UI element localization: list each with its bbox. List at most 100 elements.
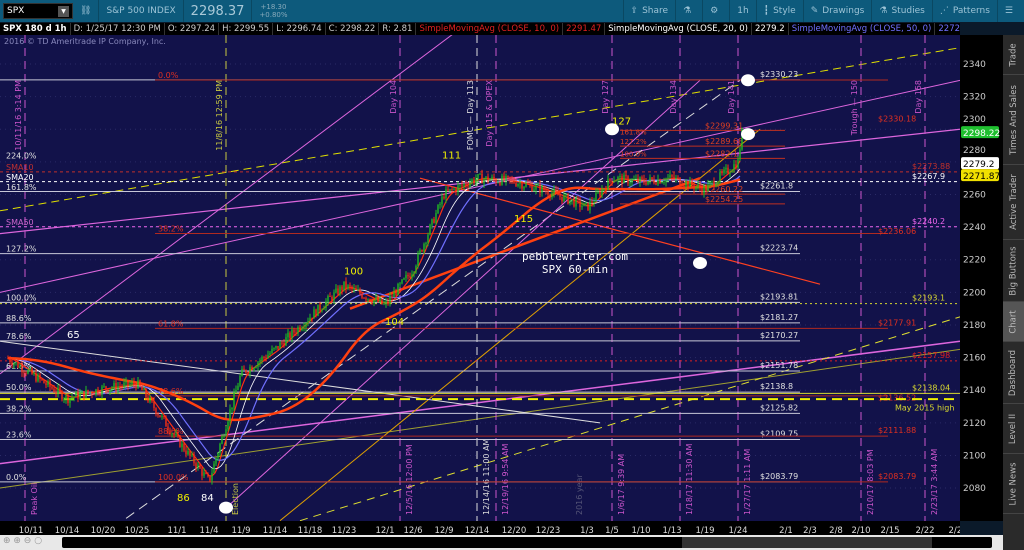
chevron-down-icon[interactable]: ▼	[58, 5, 69, 17]
level-label: $2083.79	[760, 472, 798, 481]
scrollbar-thumb[interactable]	[682, 537, 932, 548]
candle-body	[97, 389, 99, 394]
candle-body	[29, 368, 31, 371]
study-label[interactable]: SimpleMovingAvg (CLOSE, 50, 0)	[789, 23, 936, 35]
side-tab-big-buttons[interactable]: Big Buttons	[1003, 240, 1024, 302]
chart-canvas[interactable]: 10/11/16 3:14 PM Peak Oil 11/8/16 12:59 PM…	[0, 35, 960, 521]
candle-body	[59, 387, 61, 392]
fib-label: SMA10	[6, 163, 34, 172]
share-button[interactable]: ⇪ Share	[622, 0, 676, 22]
candle-body	[537, 184, 539, 186]
trend-line	[0, 340, 601, 424]
marker-top-label: 10/11/16 3:14 PM	[14, 80, 23, 151]
candle-body	[697, 184, 699, 187]
candle-body	[577, 198, 579, 200]
fib-label: 224.0%	[6, 152, 37, 161]
price-chart[interactable]: 10/11/16 3:14 PM Peak Oil 11/8/16 12:59 PM…	[0, 35, 960, 521]
candle-body	[387, 301, 389, 303]
studies-button[interactable]: ⚗ Studies	[871, 0, 931, 22]
fib-label: 38.2%	[6, 404, 32, 413]
fib-label: 78.6%	[6, 332, 32, 341]
bar-high: H: 2299.55	[219, 23, 274, 35]
date-tick-label: 2/27	[948, 526, 960, 536]
candle-body	[349, 285, 351, 287]
candle-body	[519, 183, 521, 185]
fib-label: 127.2%	[6, 245, 37, 254]
date-tick-label: 11/18	[298, 526, 323, 536]
wave-label: 86	[177, 493, 190, 504]
wave-label: 115	[514, 214, 533, 225]
trend-line	[0, 340, 960, 465]
candle-body	[191, 454, 193, 456]
candle-body	[623, 174, 625, 184]
button-label: Style	[773, 6, 796, 16]
candle-body	[73, 396, 75, 398]
link-icon[interactable]: ⛓	[80, 6, 92, 16]
candle-body	[541, 186, 543, 193]
fib-label: SMA20	[6, 173, 34, 182]
side-tab-level-ii[interactable]: Level II	[1003, 404, 1024, 454]
candle-body	[671, 175, 673, 177]
candle-body	[263, 357, 265, 359]
fib-label: 38.2%	[158, 224, 184, 233]
price-tick-label: 2260	[963, 190, 986, 200]
flask-button[interactable]: ⚗	[675, 0, 702, 22]
candle-body	[405, 275, 407, 279]
candle-body	[45, 383, 47, 385]
chart-title: SPX 180 d 1h	[0, 23, 71, 35]
candle-body	[67, 395, 69, 403]
date-tick-label: 12/6	[403, 526, 422, 536]
side-tab-dashboard[interactable]: Dashboard	[1003, 342, 1024, 404]
side-tab-trade[interactable]: Trade	[1003, 35, 1024, 75]
gear-button[interactable]: ⚙	[702, 0, 729, 22]
trend-line	[0, 35, 453, 375]
drawings-button[interactable]: ✎ Drawings	[802, 0, 872, 22]
candle-body	[353, 288, 355, 290]
bar-open: O: 2297.24	[165, 23, 220, 35]
list-icon: ☰	[1004, 6, 1013, 16]
price-axis[interactable]: 2080 2100 2120 2140 2160 2180 2200 2220 2240 2260…	[960, 35, 1003, 521]
candle-body	[43, 379, 45, 384]
symbol-selector[interactable]: SPX ▼	[3, 3, 73, 19]
date-tick-label: 10/25	[125, 526, 150, 536]
candle-body	[539, 184, 541, 193]
flask-icon: ⚗	[879, 6, 888, 16]
side-tab-live-news[interactable]: Live News	[1003, 454, 1024, 514]
level-label: $2181.27	[760, 313, 798, 322]
1h-button[interactable]: 1h	[729, 0, 755, 22]
candle-body	[125, 380, 127, 383]
level-label: $2236.06	[878, 227, 916, 236]
list-button[interactable]: ☰	[996, 0, 1024, 22]
horizontal-scrollbar[interactable]	[62, 537, 992, 548]
watermark-site: pebblewriter.com	[522, 250, 628, 263]
candle-body	[193, 454, 195, 464]
study-label[interactable]: SimpleMovingAvg (CLOSE, 10, 0)	[416, 23, 564, 35]
side-tab-times-and-sales[interactable]: Times And Sales	[1003, 75, 1024, 165]
candle-body	[605, 188, 607, 190]
price-tick-label: 2080	[963, 484, 986, 494]
candle-body	[273, 347, 275, 349]
candle-body	[143, 388, 145, 391]
candle-body	[469, 182, 471, 187]
candle-body	[487, 176, 489, 182]
level-label: $2111.88	[878, 426, 916, 435]
candle-body	[351, 286, 353, 290]
time-axis[interactable]: 10/11 10/14 10/20 10/25 11/1 11/4 11/9 11/14 11/…	[0, 521, 968, 536]
candle-body	[203, 472, 205, 476]
patterns-button[interactable]: ⋰ Patterns	[931, 0, 997, 22]
side-tab-active-trader[interactable]: Active Trader	[1003, 165, 1024, 240]
style-button[interactable]: ┇ Style	[755, 0, 803, 22]
candle-body	[397, 283, 399, 296]
candle-body	[461, 184, 463, 186]
zoom-controls-icon[interactable]: ⊕ ⊕ ⊖ ○	[3, 536, 43, 546]
candle-body	[559, 195, 561, 197]
candle-body	[695, 186, 697, 189]
candle-body	[237, 385, 239, 391]
side-tab-chart[interactable]: Chart	[1003, 302, 1024, 342]
candle-body	[489, 179, 491, 182]
candle-body	[217, 453, 219, 459]
candle-body	[459, 184, 461, 186]
candle-body	[723, 169, 725, 173]
study-label[interactable]: SimpleMovingAvg (CLOSE, 20, 0)	[605, 23, 752, 35]
candle-body	[87, 389, 89, 393]
